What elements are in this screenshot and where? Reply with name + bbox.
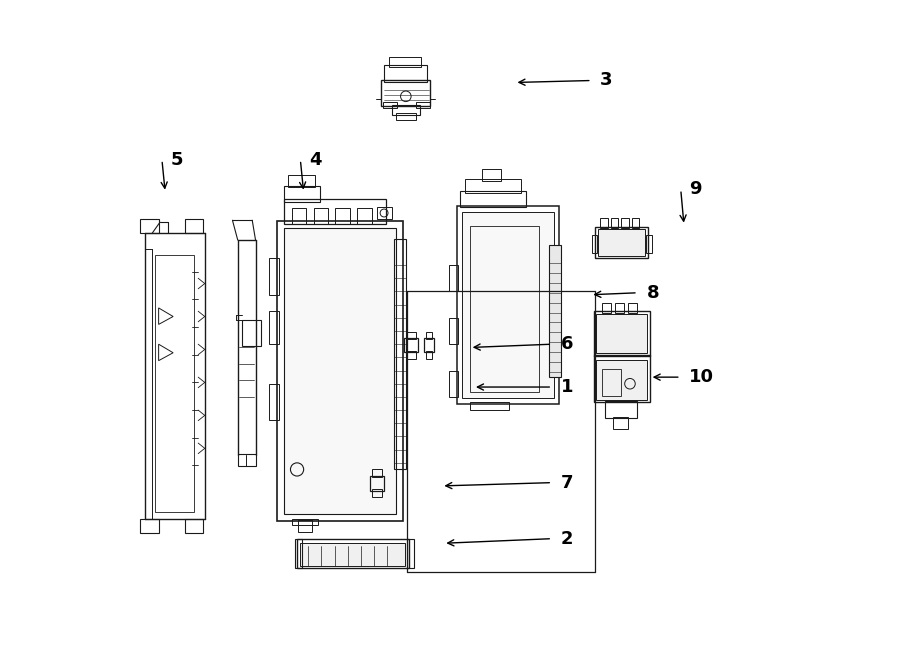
Text: 6: 6	[561, 335, 573, 354]
Bar	[456, 206, 559, 404]
Text: 8: 8	[646, 284, 659, 302]
Text: 10: 10	[689, 368, 715, 386]
Bar	[601, 303, 611, 312]
Text: 1: 1	[561, 378, 573, 396]
Bar	[406, 351, 417, 359]
Bar	[646, 235, 652, 253]
Bar	[269, 311, 279, 344]
Bar	[313, 208, 328, 224]
Bar	[292, 208, 306, 224]
Bar	[140, 219, 158, 234]
Bar	[370, 476, 384, 491]
Bar	[628, 303, 637, 312]
Bar	[449, 265, 458, 291]
Bar	[299, 520, 311, 532]
Bar	[284, 228, 396, 514]
Bar	[416, 101, 430, 108]
Bar	[470, 226, 539, 392]
Text: 2: 2	[561, 530, 573, 547]
Bar	[424, 338, 434, 352]
Bar	[382, 101, 397, 108]
Bar	[595, 227, 648, 258]
Bar	[155, 255, 194, 512]
Bar	[611, 218, 618, 228]
Bar	[449, 318, 458, 344]
Bar	[185, 519, 203, 534]
Bar	[394, 239, 406, 469]
Bar	[372, 489, 382, 497]
Bar	[426, 332, 432, 339]
Bar	[396, 113, 416, 120]
Bar	[242, 320, 261, 346]
Bar	[449, 371, 458, 397]
Bar	[470, 402, 509, 410]
Bar	[549, 246, 561, 377]
Bar	[621, 218, 628, 228]
Bar	[140, 519, 158, 534]
Bar	[464, 179, 520, 193]
Bar	[601, 369, 621, 396]
Bar	[600, 218, 608, 228]
Bar	[292, 519, 319, 526]
Text: 9: 9	[689, 180, 702, 198]
Bar	[295, 539, 302, 568]
Bar	[357, 208, 372, 224]
Bar	[284, 186, 320, 203]
Bar	[185, 219, 203, 234]
Bar	[407, 539, 414, 568]
Bar	[597, 314, 647, 354]
Bar	[238, 454, 256, 466]
Text: 5: 5	[170, 150, 183, 169]
Bar	[384, 66, 427, 82]
Bar	[605, 401, 636, 418]
Bar	[277, 221, 402, 521]
Bar	[460, 191, 526, 207]
Bar	[269, 258, 279, 295]
Bar	[372, 469, 382, 477]
Bar	[390, 58, 421, 68]
Bar	[289, 175, 315, 187]
Bar	[300, 543, 405, 566]
Bar	[269, 384, 279, 420]
Bar	[404, 338, 419, 352]
Bar	[336, 208, 350, 224]
Bar	[614, 416, 628, 428]
Bar	[591, 235, 597, 253]
Text: 7: 7	[561, 473, 573, 492]
Bar	[392, 105, 419, 115]
Bar	[597, 360, 647, 400]
Text: 4: 4	[309, 150, 321, 169]
Bar	[377, 207, 392, 219]
Bar	[426, 351, 432, 359]
Bar	[594, 311, 650, 356]
Bar	[482, 169, 501, 181]
Bar	[284, 199, 386, 224]
Bar	[381, 81, 430, 105]
Bar	[615, 303, 624, 312]
Text: 3: 3	[600, 71, 613, 89]
Bar	[632, 218, 639, 228]
Bar	[594, 355, 650, 402]
Bar	[598, 230, 645, 256]
Bar	[462, 213, 554, 399]
Bar	[297, 539, 410, 568]
Bar	[406, 332, 417, 339]
